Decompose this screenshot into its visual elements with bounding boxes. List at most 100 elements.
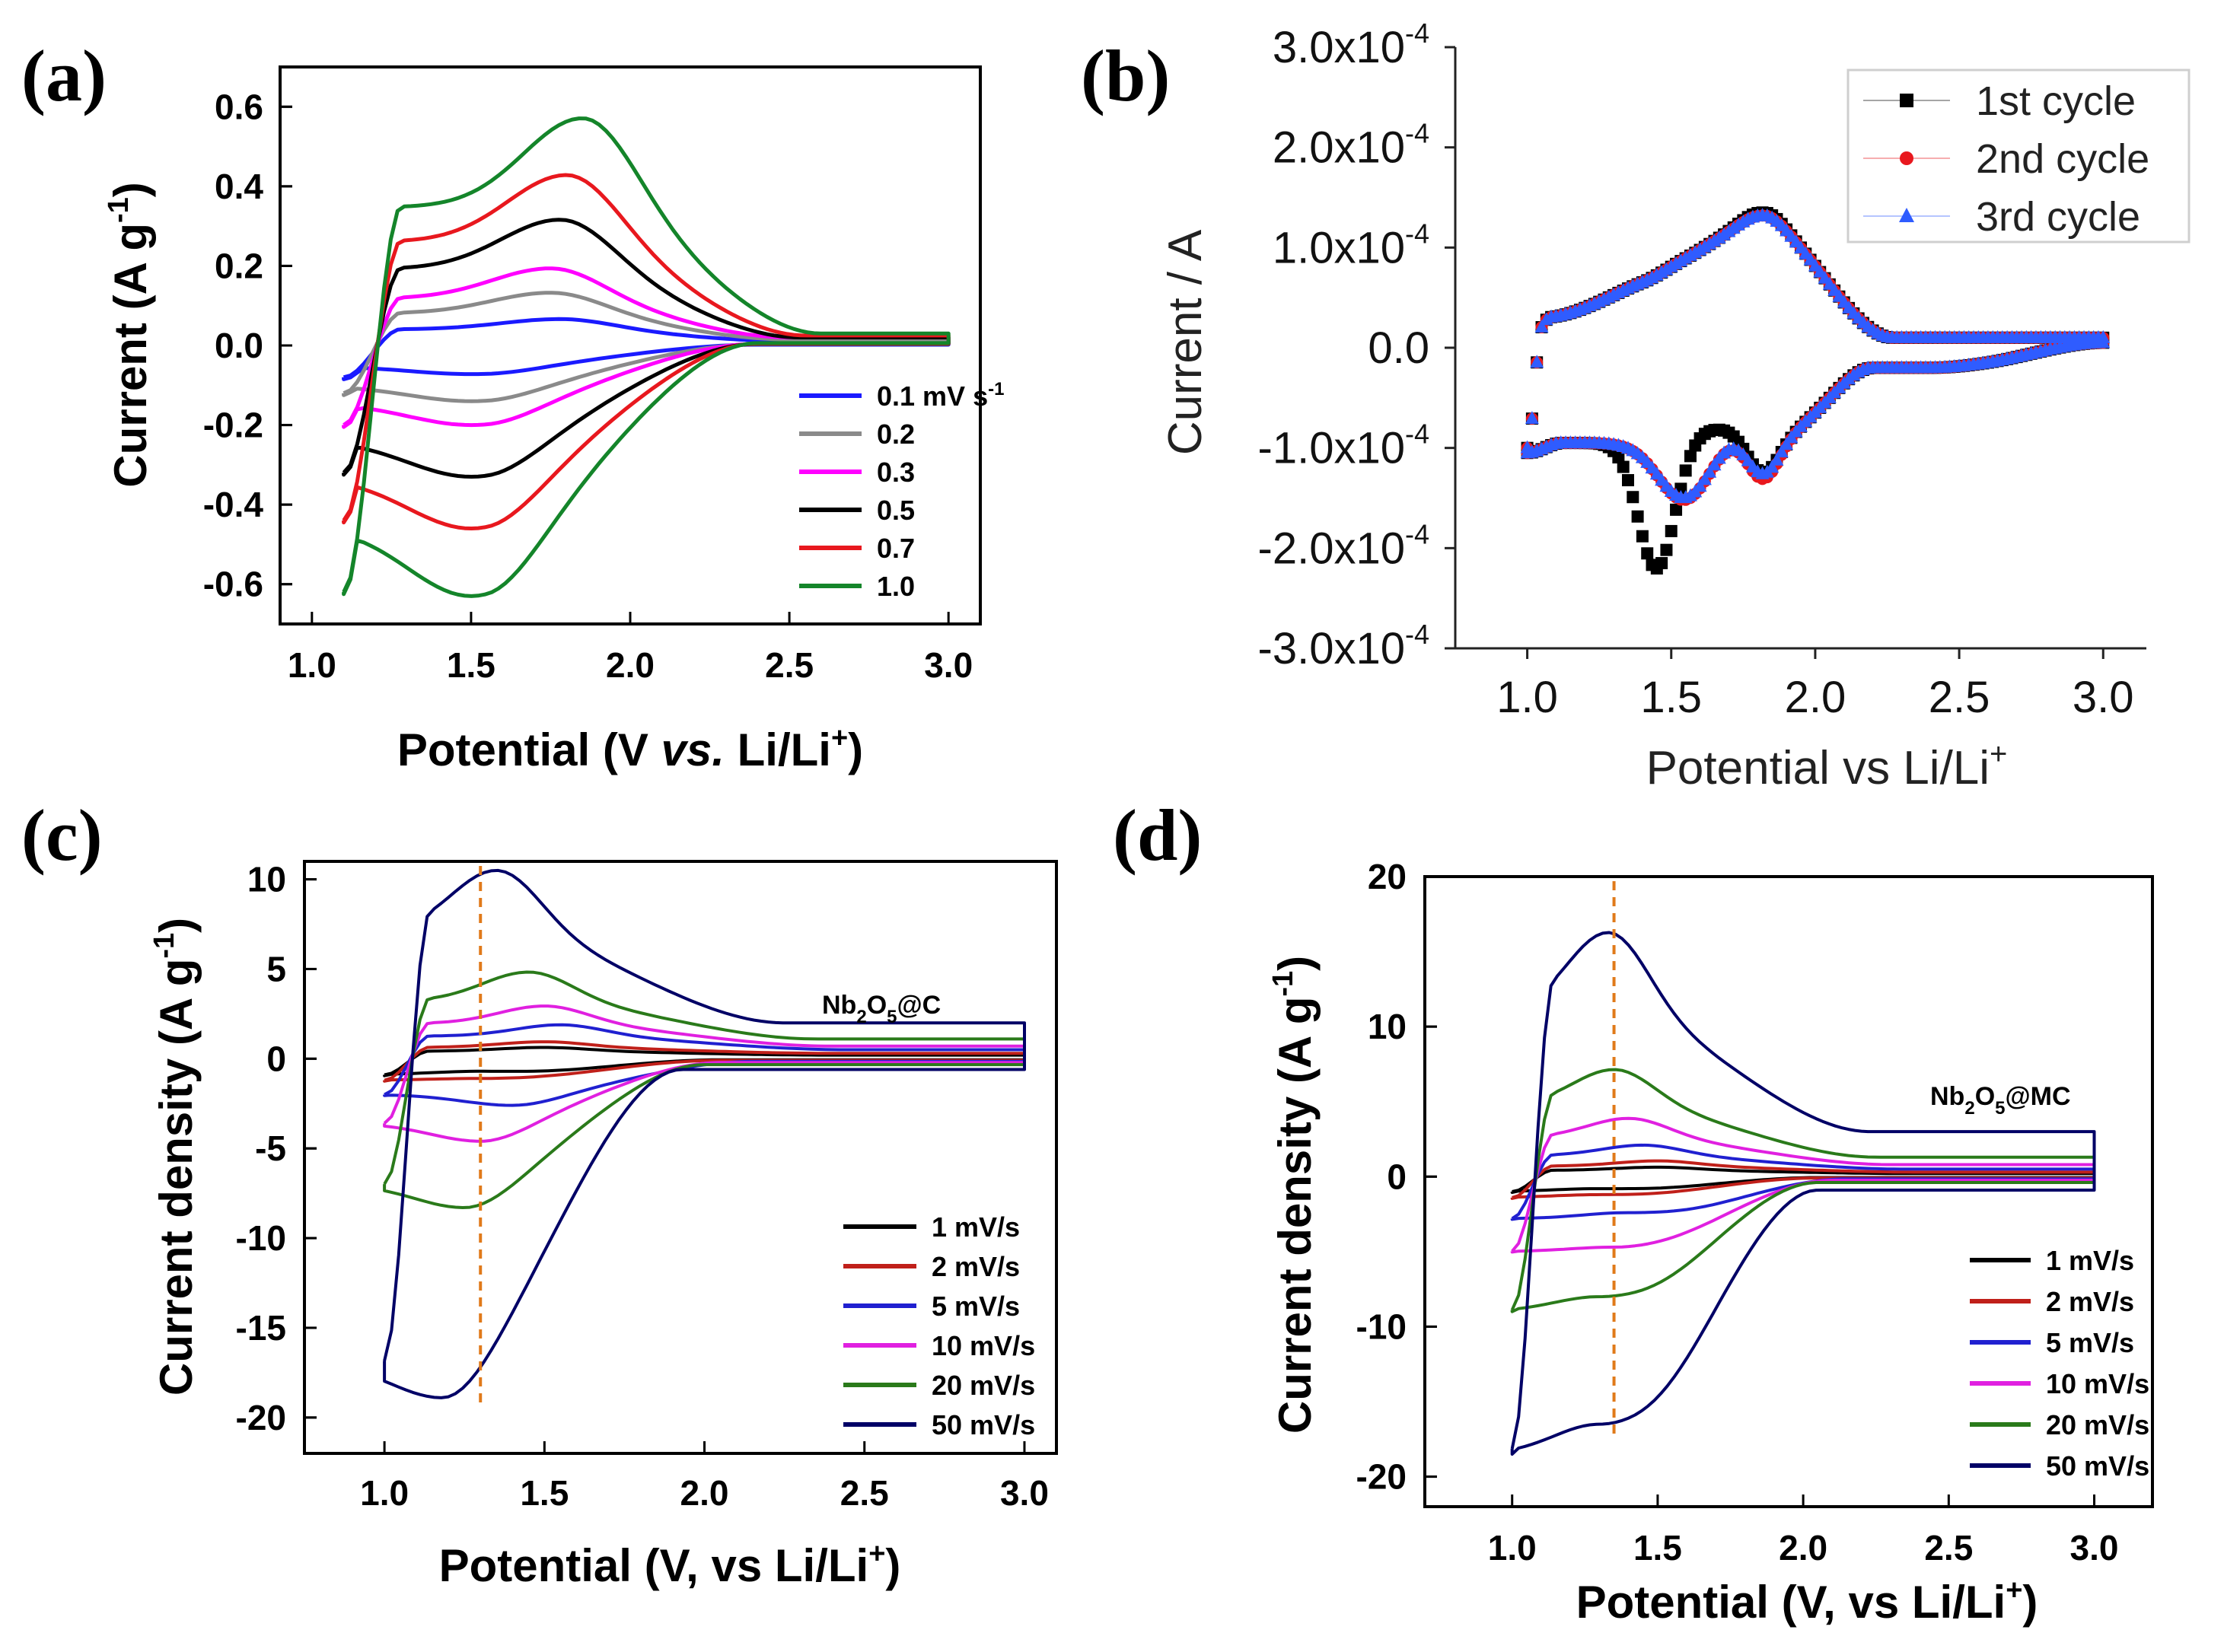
marker-3rd-cycle: [1534, 319, 1549, 333]
marker-3rd-cycle: [1703, 464, 1717, 478]
marker-1st-cycle: [1627, 491, 1639, 504]
legend-marker: [1900, 94, 1913, 107]
legend-label: 1.0: [877, 571, 915, 602]
panel-a-letter: (a): [21, 35, 107, 116]
marker-1st-cycle: [1622, 474, 1634, 487]
legend-label: 10 mV/s: [2046, 1368, 2149, 1399]
marker-1st-cycle: [1670, 503, 1683, 516]
y-tick-label: -15: [236, 1308, 286, 1348]
cv-curve-0-5: [342, 218, 951, 479]
marker-3rd-cycle: [1770, 452, 1784, 466]
x-tick-label: 1.5: [447, 645, 495, 685]
x-tick-label: 2.5: [765, 645, 814, 685]
marker-1st-cycle: [1646, 559, 1658, 571]
panel-a-series: [342, 116, 951, 598]
marker-3rd-cycle: [1530, 355, 1544, 368]
x-tick-label: 1.0: [1496, 673, 1558, 722]
legend-label: 20 mV/s: [2046, 1409, 2149, 1440]
y-tick-label: 1.0x10-4: [1273, 218, 1429, 272]
y-tick-label: 10: [1368, 1007, 1407, 1046]
panel-a-x-title: Potential (V vs. Li/Li+): [397, 722, 863, 775]
panel-a-y-ticks: 0.6 0.4 0.2 0.0 -0.2 -0.4 -0.6: [203, 87, 292, 604]
panel-d-y-ticks: 20 10 0 -10 -20: [1356, 857, 1437, 1497]
y-tick-label: -0.6: [203, 565, 263, 604]
legend-label: 0.1 mV s-1: [877, 379, 1004, 412]
y-tick-label: 0: [1387, 1157, 1407, 1196]
panel-d-sample-label: Nb2O5@MC: [1930, 1082, 2071, 1119]
cv-curve-50-mv-s: [383, 868, 1026, 1399]
y-tick-label: 0.2: [215, 246, 263, 285]
legend-label: 2 mV/s: [932, 1251, 1020, 1282]
panel-d-legend: 1 mV/s 2 mV/s 5 mV/s 10 mV/s 20 mV/s 50 mV/s: [1970, 1245, 2149, 1482]
x-tick-label: 2.0: [680, 1473, 729, 1513]
legend-label: 2nd cycle: [1976, 136, 2149, 182]
panel-a-legend: 0.1 mV s-1 0.2 0.3 0.5 0.7 1.0: [799, 379, 1004, 602]
cv-curve-0-3: [342, 266, 951, 429]
legend-label: 0.7: [877, 533, 915, 564]
x-tick-label: 1.0: [288, 645, 336, 685]
x-tick-label: 2.0: [1779, 1528, 1827, 1568]
x-tick-label: 3.0: [2070, 1528, 2119, 1568]
x-tick-label: 1.5: [1640, 673, 1702, 722]
legend-marker: [1900, 151, 1913, 165]
legend-label: 10 mV/s: [932, 1330, 1035, 1361]
panel-b-y-ticks: 3.0x10-4 2.0x10-4 1.0x10-4 0.0 -1.0x10-4 -2.0…: [1258, 18, 1455, 673]
panel-c-series: [383, 866, 1026, 1408]
cv-curve-1-0: [342, 116, 951, 598]
y-tick-label: 3.0x10-4: [1273, 18, 1429, 72]
y-tick-label: 0.6: [215, 87, 263, 126]
panel-c-letter: (c): [21, 794, 103, 876]
panel-b-letter: (b): [1081, 35, 1170, 116]
marker-1st-cycle: [1665, 524, 1678, 537]
legend-label: 5 mV/s: [932, 1291, 1020, 1322]
panel-c-x-title: Potential (V, vs Li/Li+): [439, 1538, 901, 1591]
marker-3rd-cycle: [1774, 444, 1789, 458]
legend-label: 0.5: [877, 495, 915, 526]
legend-label: 20 mV/s: [932, 1370, 1035, 1401]
x-tick-label: 2.0: [1785, 673, 1846, 722]
x-tick-label: 2.5: [840, 1473, 889, 1513]
legend-label: 2 mV/s: [2046, 1286, 2134, 1317]
x-tick-label: 1.0: [1488, 1528, 1537, 1568]
panel-b: (b) 1.0 1.5 2.0 2.5 3.0 3.0x10-4 2.0x10-4 1.0x…: [1081, 18, 2191, 794]
marker-1st-cycle: [1641, 547, 1654, 560]
panel-b-x-title: Potential vs Li/Li+: [1646, 737, 2008, 794]
x-tick-label: 2.0: [606, 645, 655, 685]
marker-3rd-cycle: [1707, 457, 1722, 471]
y-tick-label: -0.2: [203, 406, 263, 445]
y-tick-label: -3.0x10-4: [1258, 619, 1429, 673]
y-tick-label: 0.0: [1368, 323, 1429, 373]
panel-d-y-title: Current density (A g-1): [1267, 956, 1321, 1434]
panel-d-series: [1510, 881, 2096, 1456]
y-tick-label: -20: [236, 1398, 286, 1437]
panel-c: (c) 1.0 1.5 2.0 2.5 3.0 10 5 0 -5 -10 -15 -20 1 mV…: [21, 794, 1058, 1591]
panel-d-x-title: Potential (V, vs Li/Li+): [1576, 1574, 2038, 1628]
legend-label: 50 mV/s: [2046, 1450, 2149, 1482]
y-tick-label: 5: [266, 949, 286, 988]
marker-1st-cycle: [1631, 510, 1644, 523]
panel-a: (a) 1.0 1.5 2.0 2.5 3.0 0.6 0.4 0.2 0.0 -0.2 -0.4…: [21, 35, 1004, 775]
legend-label: 1 mV/s: [2046, 1245, 2134, 1276]
x-tick-label: 2.5: [1929, 673, 1990, 722]
marker-3rd-cycle: [1780, 437, 1794, 450]
x-tick-label: 3.0: [2073, 673, 2134, 722]
marker-3rd-cycle: [1520, 445, 1534, 459]
y-tick-label: 0: [266, 1039, 286, 1078]
marker-3rd-cycle: [1525, 411, 1539, 425]
y-tick-label: -20: [1356, 1457, 1407, 1497]
x-tick-label: 1.5: [1633, 1528, 1682, 1568]
marker-1st-cycle: [1679, 464, 1692, 477]
marker-1st-cycle: [1636, 530, 1649, 543]
panel-b-x-ticks: 1.0 1.5 2.0 2.5 3.0: [1496, 648, 2134, 722]
legend-marker: [1899, 208, 1914, 222]
panel-c-legend: 1 mV/s 2 mV/s 5 mV/s 10 mV/s 20 mV/s 50 mV/s: [843, 1211, 1035, 1440]
y-tick-label: 10: [247, 860, 286, 899]
panel-c-x-ticks: 1.0 1.5 2.0 2.5 3.0: [304, 878, 1049, 1513]
x-tick-label: 1.0: [360, 1473, 409, 1513]
y-tick-label: 2.0x10-4: [1273, 118, 1429, 173]
panel-d-x-ticks: 1.0 1.5 2.0 2.5 3.0: [1425, 875, 2119, 1568]
legend-label: 1st cycle: [1976, 78, 2136, 124]
legend-label: 50 mV/s: [932, 1409, 1035, 1440]
y-tick-label: -2.0x10-4: [1258, 518, 1429, 573]
y-tick-label: 20: [1368, 857, 1407, 896]
